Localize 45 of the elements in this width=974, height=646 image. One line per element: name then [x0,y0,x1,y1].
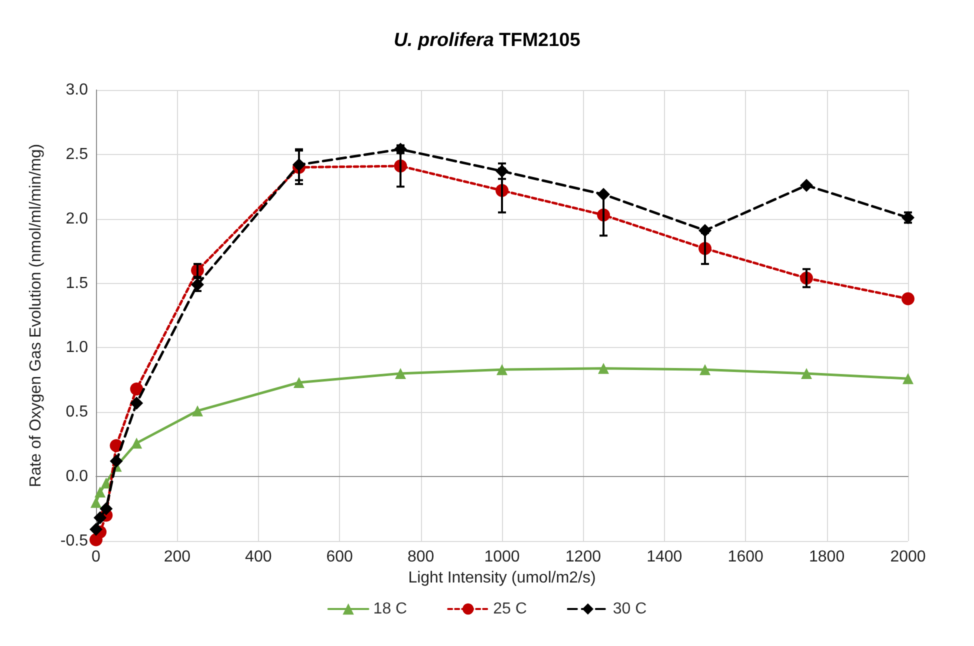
point [90,496,102,508]
chart-title: U. prolifera TFM2105 [394,30,581,51]
point [902,292,914,306]
legend-label: 30 C [612,600,647,618]
point [94,511,107,524]
x-tick-label: 800 [407,548,434,566]
y-axis-title: Rate of Oxygen Gas Evolution (nmol/ml/min/mg) [28,144,44,488]
x-tick-label: 0 [92,548,101,566]
point [130,382,144,396]
y-tick-label: 2.5 [66,146,88,163]
point [395,368,406,379]
point [902,373,914,384]
point [110,454,123,468]
x-tick-label: 1800 [809,548,845,566]
y-tick-label: 1.0 [66,339,88,356]
x-axis-title: Light Intensity (umol/m2/s) [408,569,596,586]
x-tick-label: 200 [164,548,191,566]
point [496,364,508,376]
x-tick-label: 2000 [890,548,926,566]
point [94,486,106,498]
point [100,478,112,489]
point [800,178,813,192]
point [100,502,113,516]
y-tick-label: 3.0 [66,82,88,98]
legend-label: 18 C [373,600,408,618]
point [192,405,203,416]
x-tick-label: 1200 [565,548,602,566]
y-tick-label: -0.5 [60,532,88,550]
y-tick-label: 1.5 [66,274,88,292]
x-tick-label: 1600 [728,548,764,566]
x-tick-label: 1000 [484,548,520,566]
x-tick-label: 400 [245,548,272,566]
point [131,438,142,449]
y-tick-label: 0.5 [66,404,88,421]
point [130,396,144,410]
point [294,377,304,388]
y-tick-label: 2.0 [66,210,88,228]
x-tick-label: 1400 [646,548,682,566]
point [90,522,102,536]
y-tick-label: 0.0 [66,468,88,486]
legend-label: 25 C [493,600,527,618]
point [598,362,609,374]
point [700,364,710,376]
point [801,368,812,379]
x-tick-label: 600 [326,548,354,566]
